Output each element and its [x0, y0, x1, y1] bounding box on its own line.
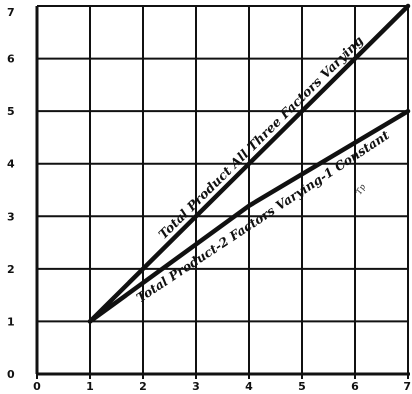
- x-tick-label: 1: [86, 380, 94, 393]
- x-tick-label: 0: [33, 380, 41, 393]
- axes: [35, 5, 410, 379]
- x-tick-label: 7: [403, 380, 411, 393]
- y-tick-label: 4: [7, 158, 15, 171]
- grid: [37, 6, 408, 374]
- y-tick-label: 5: [7, 105, 15, 118]
- y-tick-label: 1: [7, 315, 15, 328]
- x-tick-label: 6: [351, 380, 359, 393]
- series-lines: [87, 3, 411, 324]
- y-tick-label: 3: [7, 210, 15, 223]
- x-tick-label: 4: [245, 380, 253, 393]
- y-tick-label: 2: [7, 263, 15, 276]
- x-tick-label: 2: [139, 380, 147, 393]
- tick-labels: 0 1 2 3 4 5 6 7 0 1 2 3 4 5 6 7: [7, 6, 411, 393]
- x-tick-label: 3: [192, 380, 200, 393]
- y-tick-label: 7: [7, 6, 15, 19]
- series-line-1: [87, 3, 411, 324]
- y-tick-label: 0: [7, 368, 15, 381]
- y-tick-label: 6: [7, 53, 15, 66]
- series-line-2: [87, 108, 411, 324]
- x-tick-label: 5: [298, 380, 306, 393]
